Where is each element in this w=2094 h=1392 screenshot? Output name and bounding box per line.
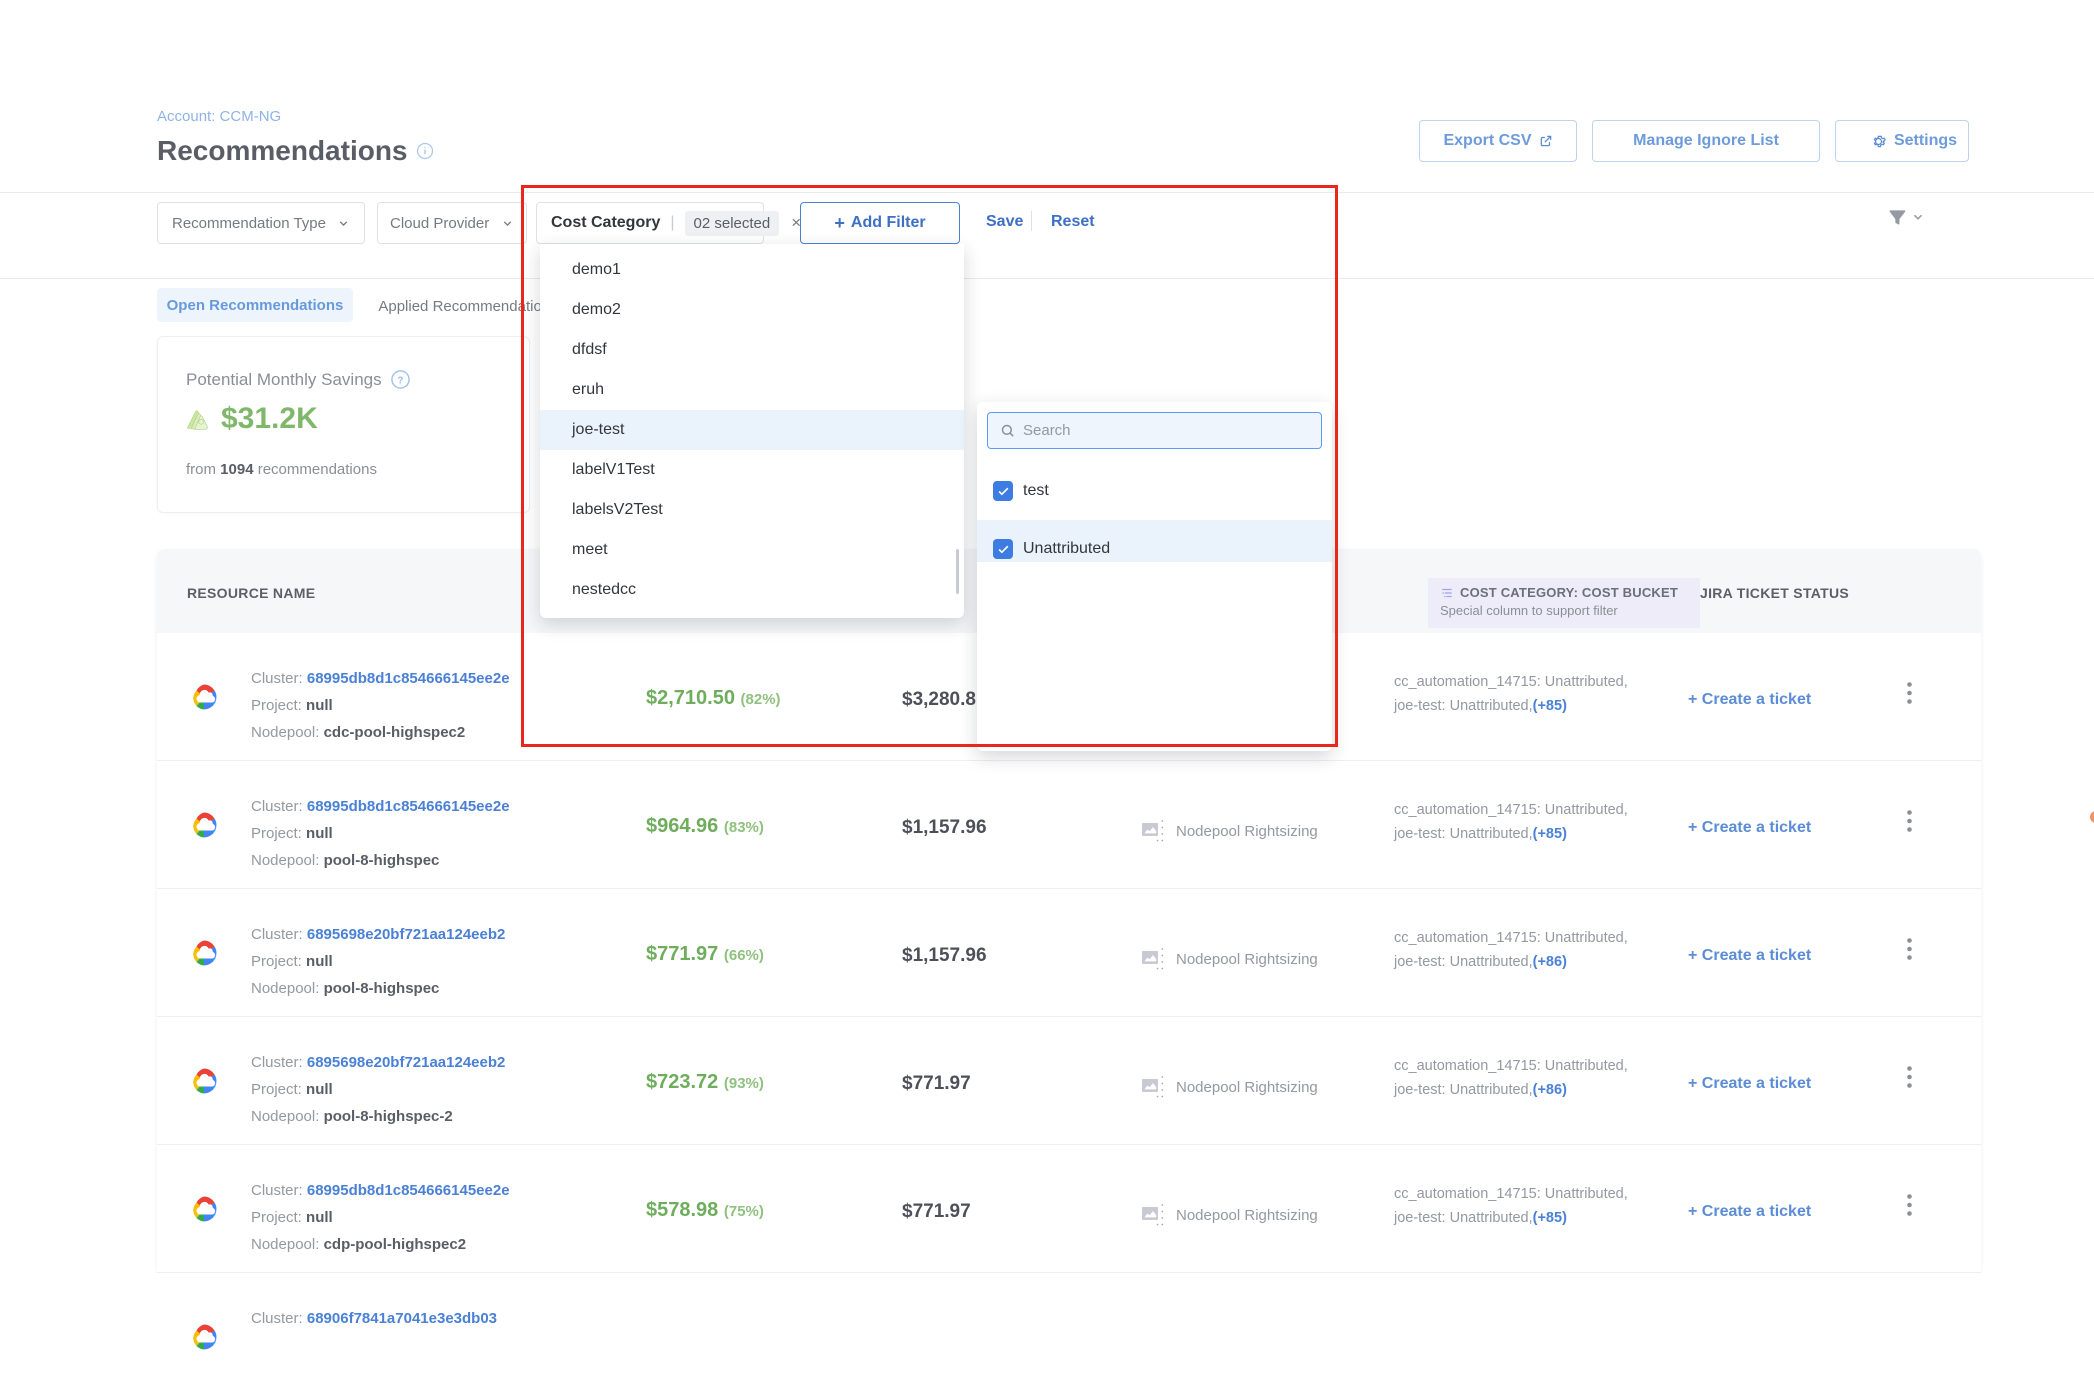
svg-text:?: ? xyxy=(397,375,403,386)
